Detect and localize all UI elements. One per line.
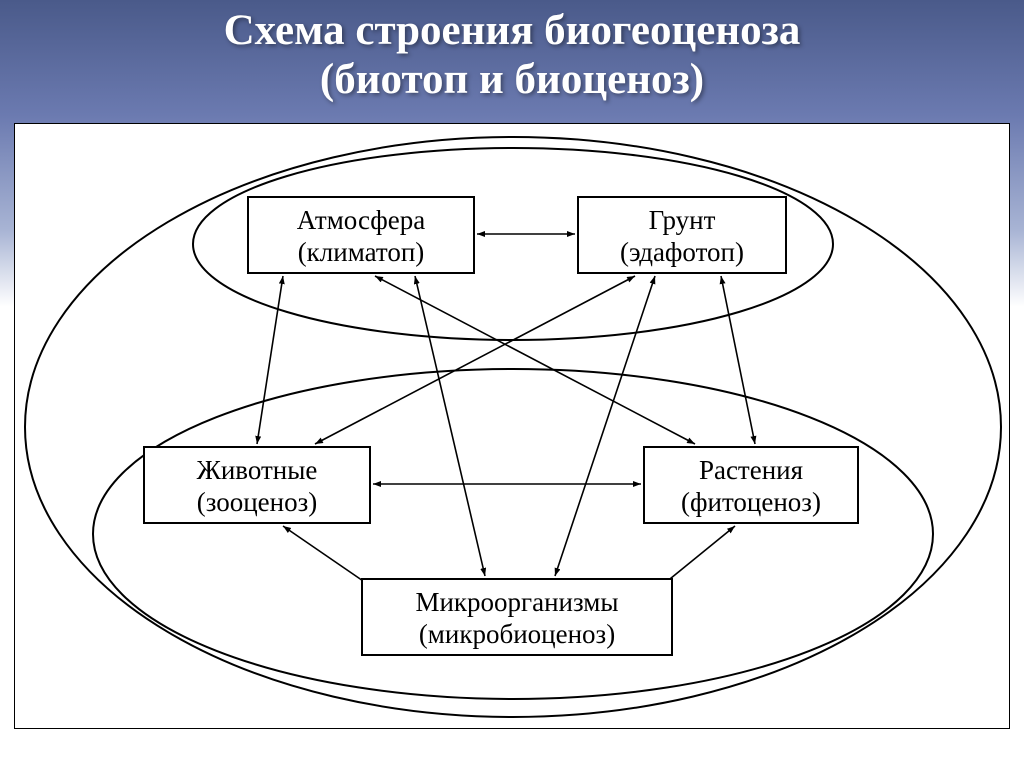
- node-label-line1: Животные: [155, 454, 359, 486]
- title-line-2: (биотоп и биоценоз): [0, 55, 1024, 104]
- edge-arrow: [721, 276, 755, 444]
- edge-arrow: [257, 276, 283, 444]
- node-label-line1: Микроорганизмы: [373, 586, 661, 618]
- node-atmosphere: Атмосфера(климатоп): [247, 196, 475, 274]
- title-line-1: Схема строения биогеоценоза: [0, 6, 1024, 55]
- node-label-line2: (фитоценоз): [655, 486, 847, 518]
- node-animals: Животные(зооценоз): [143, 446, 371, 524]
- node-label-line2: (эдафотоп): [589, 236, 775, 268]
- slide-title: Схема строения биогеоценоза (биотоп и би…: [0, 0, 1024, 105]
- node-label-line1: Грунт: [589, 204, 775, 236]
- node-soil: Грунт(эдафотоп): [577, 196, 787, 274]
- node-label-line2: (климатоп): [259, 236, 463, 268]
- node-label-line2: (микробиоценоз): [373, 618, 661, 650]
- node-label-line1: Растения: [655, 454, 847, 486]
- node-plants: Растения(фитоценоз): [643, 446, 859, 524]
- node-label-line1: Атмосфера: [259, 204, 463, 236]
- node-label-line2: (зооценоз): [155, 486, 359, 518]
- edge-arrow: [315, 276, 635, 444]
- node-microbes: Микроорганизмы(микробиоценоз): [361, 578, 673, 656]
- edge-arrow: [415, 276, 485, 576]
- edge-arrow: [555, 276, 655, 576]
- diagram-frame: Атмосфера(климатоп) Грунт(эдафотоп) Животн…: [14, 123, 1010, 729]
